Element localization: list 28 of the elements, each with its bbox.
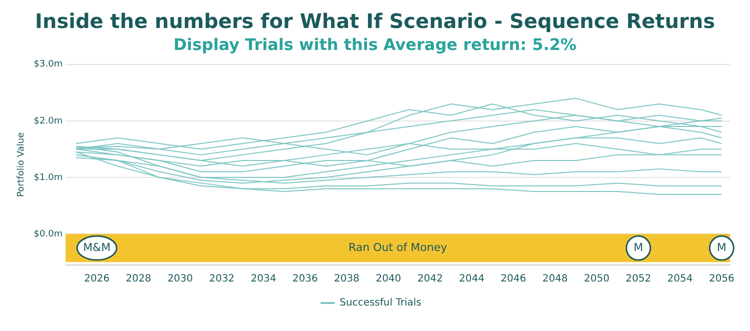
x-tick-label: 2040 (376, 274, 402, 285)
x-tick-label: 2028 (126, 274, 152, 285)
x-tick-label: 2030 (167, 274, 193, 285)
y-axis-title: Portfolio Value (16, 132, 27, 198)
x-tick-label: 2056 (708, 274, 734, 285)
x-tick-label: 2046 (500, 274, 526, 285)
x-tick-label: 2048 (542, 274, 568, 285)
x-tick-label: 2038 (334, 274, 360, 285)
x-tick-label: 2042 (417, 274, 443, 285)
chart-subtitle: Display Trials with this Average return: 5.2% (172, 34, 578, 56)
y-tick-label: $3.0m (34, 60, 63, 70)
annotation: M (716, 240, 726, 254)
x-tick-label: 2036 (292, 274, 318, 285)
annotation: M&M (83, 240, 111, 254)
y-tick-label: $1.0m (34, 172, 63, 183)
y-tick-label: $0.0m (34, 229, 63, 240)
x-tick-label: 2034 (250, 274, 276, 285)
chart-title: Inside the numbers for What If Scenario - Sequence Returns (34, 8, 716, 34)
x-tick-label: 2044 (459, 274, 484, 285)
x-tick-label: 2054 (667, 274, 693, 285)
legend-label: Successful Trials (340, 298, 422, 309)
x-tick-label: 2032 (209, 274, 235, 285)
x-tick-label: 2026 (84, 274, 110, 285)
band-label: Ran Out of Money (348, 240, 448, 254)
annotation: M (634, 240, 644, 254)
x-tick-label: 2050 (584, 274, 610, 285)
y-tick-label: $2.0m (34, 116, 63, 126)
x-tick-label: 2052 (626, 274, 652, 285)
